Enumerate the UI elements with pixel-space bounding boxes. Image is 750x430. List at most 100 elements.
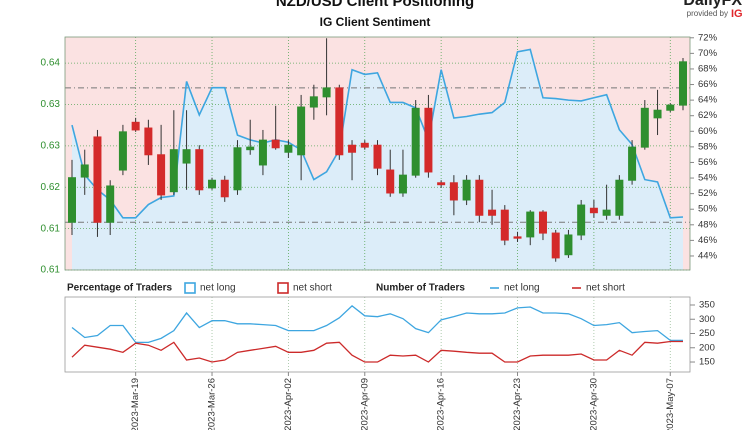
candle-body [500, 209, 509, 241]
candle-body [309, 96, 318, 108]
candle-body [297, 106, 306, 156]
candle-body [615, 179, 624, 216]
y-tick-label: 300 [699, 314, 715, 325]
y2-tick-label: 46% [698, 235, 718, 246]
trader-line [71, 304, 683, 343]
x-tick-label: 2023-May-07 [665, 378, 676, 430]
brand: DailyFX [683, 0, 742, 9]
candle-body [322, 87, 331, 98]
y2-tick-label: 60% [698, 126, 718, 137]
x-tick-label: 2023-Apr-02 [283, 378, 294, 430]
candle-body [577, 204, 586, 236]
candle-body [360, 142, 369, 148]
y2-tick-label: 64% [698, 95, 718, 106]
candle-body [271, 139, 280, 149]
candle-body [386, 169, 395, 194]
candle-body [93, 136, 102, 223]
candle-body [157, 154, 166, 196]
candle-body [169, 149, 178, 193]
y2-tick-label: 44% [698, 250, 718, 261]
candle-body [653, 109, 662, 119]
chart-title: NZD/USD Client Positioning [276, 0, 474, 10]
candle-body [182, 149, 191, 164]
candle-body [589, 207, 598, 214]
provided-by: provided by [687, 9, 728, 18]
candle-body [564, 234, 573, 256]
candle-body [666, 104, 675, 111]
candle-body [628, 146, 637, 181]
y-tick-label: 200 [699, 342, 715, 353]
y2-tick-label: 72% [698, 32, 718, 43]
candle-body [398, 174, 407, 194]
y-tick-label: 0.63 [41, 141, 61, 152]
candle-body [411, 107, 420, 176]
panel-frame [64, 36, 691, 271]
y2-tick-label: 54% [698, 173, 718, 184]
legend-label: net short [586, 283, 625, 294]
y-tick-label: 0.61 [41, 265, 61, 276]
candle-body [106, 185, 115, 223]
legend-label: net long [504, 283, 540, 294]
candle-body [80, 164, 89, 178]
candle-body [437, 182, 446, 186]
candle-body [284, 144, 293, 153]
candle-body [144, 127, 153, 156]
x-tick-label: 2023-Mar-26 [207, 378, 218, 430]
y2-tick-label: 48% [698, 219, 718, 230]
candle-body [246, 146, 255, 151]
candle-body [488, 209, 497, 216]
candle-body [118, 131, 127, 171]
legend-swatch [277, 282, 289, 294]
candle-body [551, 232, 560, 259]
y2-tick-label: 56% [698, 157, 718, 168]
net-long-line [71, 48, 684, 219]
y2-tick-label: 50% [698, 204, 718, 215]
y2-tick-label: 66% [698, 79, 718, 90]
y-tick-label: 0.63 [41, 99, 61, 110]
candle-body [208, 179, 217, 189]
candle-body [233, 147, 242, 191]
legend-title: Number of Traders [376, 283, 465, 294]
provider: IG [731, 8, 743, 20]
candle-body [513, 236, 522, 239]
candle-body [602, 209, 611, 216]
y-tick-label: 350 [699, 300, 715, 311]
y-tick-label: 0.61 [41, 223, 61, 234]
candle-body [335, 87, 344, 156]
y2-tick-label: 52% [698, 188, 718, 199]
chart-subtitle: IG Client Sentiment [320, 15, 431, 29]
y2-tick-label: 58% [698, 141, 718, 152]
candle-body [449, 182, 458, 201]
candle-body [258, 139, 267, 166]
y-tick-label: 250 [699, 328, 715, 339]
candle-body [424, 107, 433, 173]
candle-body [526, 211, 535, 238]
candle-body [195, 149, 204, 191]
candle-body [373, 144, 382, 169]
panel-frame [64, 296, 691, 373]
y-tick-label: 0.62 [41, 182, 61, 193]
candle-body [462, 179, 471, 201]
candle-body [538, 211, 547, 234]
legend-label: net short [293, 283, 332, 294]
candle-body [679, 61, 687, 106]
candle-body [348, 144, 357, 153]
trader-line [71, 340, 683, 363]
candle-body [131, 121, 140, 131]
x-tick-label: 2023-Mar-19 [130, 378, 141, 430]
y-tick-label: 150 [699, 357, 715, 368]
y2-tick-label: 62% [698, 110, 718, 121]
legend-title: Percentage of Traders [67, 283, 172, 294]
candle-body [640, 107, 649, 148]
x-tick-label: 2023-Apr-30 [588, 378, 599, 430]
legend-label: net long [200, 283, 236, 294]
candle-body [68, 177, 76, 223]
legend-swatch [184, 282, 196, 294]
candle-body [220, 179, 229, 198]
y-tick-label: 0.64 [41, 58, 61, 69]
x-tick-label: 2023-Apr-16 [436, 378, 447, 430]
candle-body [475, 179, 484, 216]
x-tick-label: 2023-Apr-23 [512, 378, 523, 430]
